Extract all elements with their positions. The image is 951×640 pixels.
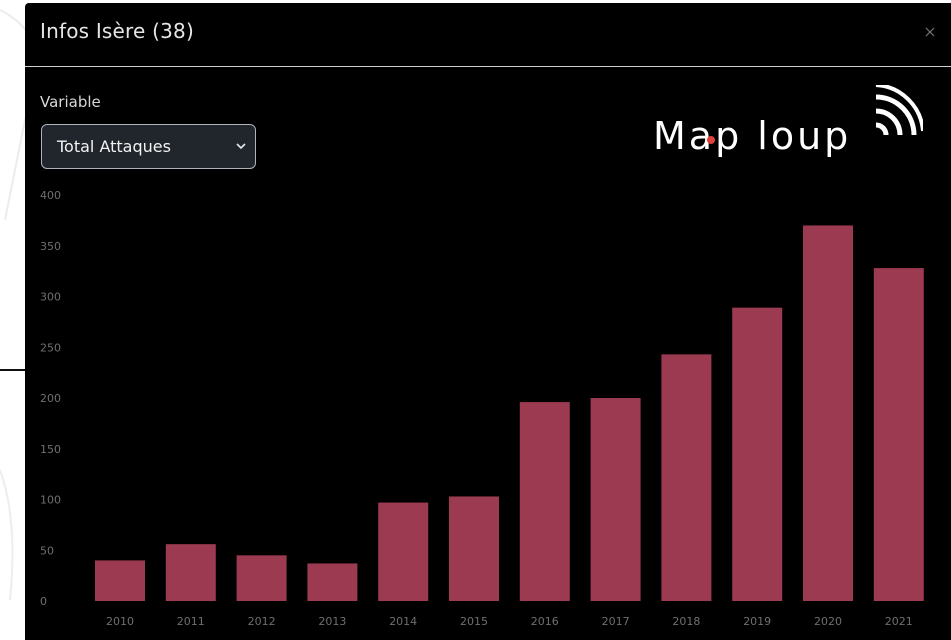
x-tick-label: 2010: [106, 615, 134, 628]
x-tick-label: 2014: [389, 615, 417, 628]
modal-header: Infos Isère (38): [25, 3, 951, 67]
x-tick-label: 2015: [460, 615, 488, 628]
variable-select[interactable]: Total Attaques: [41, 124, 256, 169]
y-tick-label: 100: [40, 494, 61, 507]
bar[interactable]: [519, 402, 570, 601]
bar[interactable]: [449, 496, 499, 601]
y-tick-label: 50: [40, 544, 54, 557]
y-tick-label: 300: [40, 291, 61, 304]
signal-waves-icon: [875, 83, 925, 136]
y-tick-label: 400: [40, 189, 61, 202]
bar[interactable]: [236, 555, 287, 601]
x-tick-label: 2019: [743, 615, 771, 628]
x-tick-label: 2013: [318, 615, 346, 628]
bar[interactable]: [732, 307, 783, 601]
bar[interactable]: [165, 544, 216, 601]
bar[interactable]: [378, 502, 429, 601]
y-tick-label: 200: [40, 392, 61, 405]
bar[interactable]: [307, 563, 358, 601]
close-button[interactable]: [919, 21, 941, 43]
logo-graphic: Map loup: [653, 83, 925, 158]
bar[interactable]: [590, 398, 641, 601]
info-modal: Infos Isère (38) Variable Total Attaques…: [25, 3, 951, 640]
x-tick-label: 2018: [672, 615, 700, 628]
chevron-down-icon: [236, 143, 246, 150]
attacks-bar-chart: 0 50 100 150 200 250 300 350 400 2010 2011 2012 2013…: [40, 189, 924, 628]
x-tick-label: 2017: [602, 615, 630, 628]
x-tick-label: 2020: [814, 615, 842, 628]
x-tick-label: 2012: [248, 615, 276, 628]
variable-select-value: Total Attaques: [57, 137, 171, 156]
x-tick-label: 2011: [177, 615, 205, 628]
bar[interactable]: [803, 225, 853, 601]
bar[interactable]: [661, 354, 712, 601]
map-connector-line: [0, 369, 38, 371]
x-tick-label: 2016: [531, 615, 559, 628]
maploup-logo: Map loup: [653, 83, 925, 185]
bar[interactable]: [873, 268, 924, 601]
variable-label: Variable: [40, 93, 101, 111]
logo-text: Map loup: [653, 114, 851, 158]
bar[interactable]: [95, 560, 145, 601]
y-tick-label: 250: [40, 341, 61, 354]
modal-title: Infos Isère (38): [40, 19, 194, 43]
logo-red-dot: [707, 136, 715, 144]
y-tick-label: 0: [40, 595, 47, 608]
y-tick-label: 150: [40, 443, 61, 456]
close-icon: [925, 27, 935, 37]
x-tick-label: 2021: [885, 615, 913, 628]
y-tick-label: 350: [40, 240, 61, 253]
